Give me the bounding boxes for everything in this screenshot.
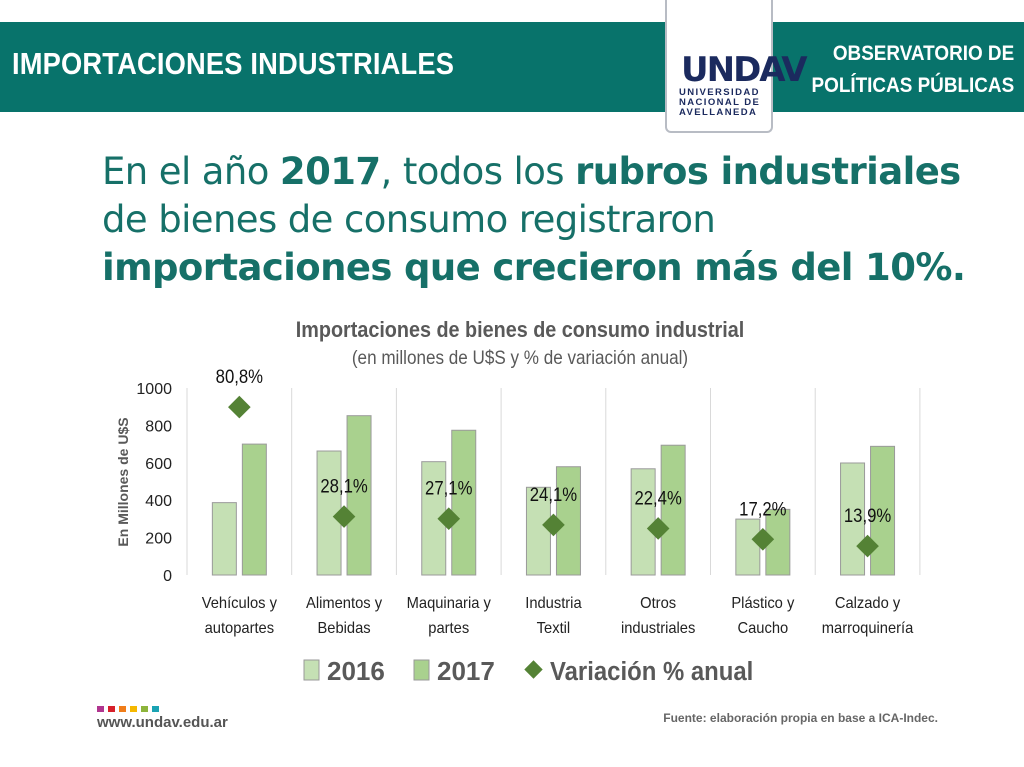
legend-label-2017: 2017 bbox=[437, 656, 495, 686]
variacion-point bbox=[751, 527, 775, 551]
category-label: Bebidas bbox=[317, 619, 370, 637]
y-tick-label: 400 bbox=[145, 493, 172, 510]
legend-label-variacion: Variación % anual bbox=[550, 657, 753, 686]
category-label: Alimentos y bbox=[306, 594, 382, 612]
data-label: 13,9% bbox=[844, 505, 891, 526]
variacion-point bbox=[332, 505, 356, 528]
data-label: 22,4% bbox=[634, 487, 681, 508]
category-label: Caucho bbox=[737, 619, 788, 637]
bar-2017 bbox=[241, 443, 267, 576]
category-label: Maquinaria y bbox=[407, 594, 492, 612]
category-label: industriales bbox=[621, 619, 696, 637]
brand-square bbox=[119, 706, 126, 712]
category-label: partes bbox=[428, 619, 469, 637]
category-label: Industria bbox=[525, 594, 582, 612]
variacion-point bbox=[646, 517, 670, 540]
y-tick-label: 600 bbox=[145, 456, 172, 473]
y-tick-label: 800 bbox=[145, 418, 172, 435]
category-label: Otros bbox=[640, 594, 676, 612]
data-label: 28,1% bbox=[320, 476, 367, 497]
y-tick-label: 0 bbox=[163, 568, 172, 585]
header-band bbox=[0, 22, 1024, 112]
bar-2016 bbox=[735, 518, 761, 576]
brand-square bbox=[97, 706, 104, 712]
variacion-point bbox=[228, 395, 251, 419]
brand-square bbox=[130, 706, 137, 712]
category-label: Vehículos y bbox=[202, 594, 278, 612]
variacion-point bbox=[542, 513, 565, 537]
y-tick-label: 200 bbox=[145, 531, 172, 548]
y-axis-label: En Millones de U$S bbox=[115, 417, 131, 546]
category-label: Calzado y bbox=[835, 594, 901, 612]
chart-title: Importaciones de bienes de consumo indus… bbox=[296, 318, 744, 342]
data-label: 27,1% bbox=[425, 478, 472, 499]
bar-2016 bbox=[840, 462, 866, 576]
data-label: 80,8% bbox=[216, 366, 263, 387]
data-label: 17,2% bbox=[739, 498, 786, 519]
legend: 2016 2017 Variación % anual bbox=[303, 656, 753, 686]
y-tick-label: 1000 bbox=[136, 381, 172, 398]
variacion-point bbox=[856, 534, 879, 558]
page-title: IMPORTACIONES INDUSTRIALES bbox=[12, 46, 455, 81]
chart-subtitle: (en millones de U$S y % de variación anu… bbox=[352, 347, 688, 368]
legend-diamond bbox=[524, 660, 543, 679]
category-label: marroquinería bbox=[822, 619, 914, 637]
brand-square bbox=[152, 706, 159, 712]
category-label: autopartes bbox=[205, 619, 275, 637]
bar-2017 bbox=[870, 445, 896, 576]
category-label: Textil bbox=[537, 619, 571, 637]
legend-swatch-2017 bbox=[413, 659, 430, 681]
brand-square bbox=[141, 706, 148, 712]
headline: En el año 2017, todos los rubros industr… bbox=[102, 150, 966, 289]
legend-label-2016: 2016 bbox=[327, 656, 385, 686]
data-label: 24,1% bbox=[530, 484, 577, 505]
bar-2016 bbox=[630, 468, 656, 576]
undav-logo: UNDAV UNIVERSIDAD NACIONAL DE AVELLANEDA bbox=[665, 0, 808, 133]
observatorio-label: OBSERVATORIO DE POLÍTICAS PÚBLICAS bbox=[811, 42, 1014, 97]
bar-2017 bbox=[660, 444, 686, 576]
legend-swatch-2016 bbox=[303, 659, 320, 681]
brand-square bbox=[108, 706, 115, 712]
bar-2017 bbox=[451, 429, 477, 576]
bar-2016 bbox=[525, 486, 551, 576]
brand-squares bbox=[97, 706, 159, 712]
logo-text: UNIVERSIDAD NACIONAL DE AVELLANEDA bbox=[679, 87, 761, 118]
website-link[interactable]: www.undav.edu.ar bbox=[97, 714, 228, 731]
source-note: Fuente: elaboración propia en base a ICA… bbox=[663, 711, 938, 725]
category-label: Plástico y bbox=[731, 594, 794, 612]
bar-2016 bbox=[211, 502, 237, 576]
logo-mark: UNDAV bbox=[681, 50, 808, 90]
bar-2017 bbox=[346, 415, 372, 576]
